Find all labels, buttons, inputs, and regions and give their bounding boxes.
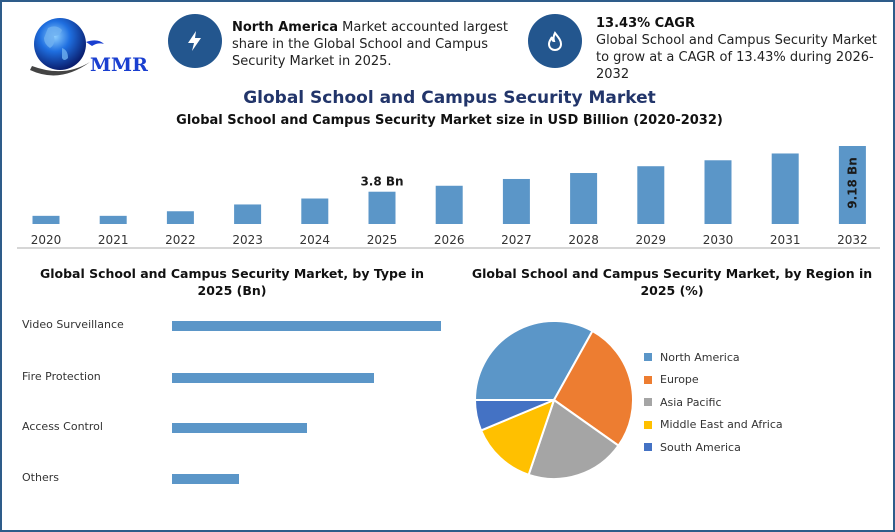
region-pie-chart <box>473 320 634 480</box>
bar-2028 <box>570 173 598 224</box>
legend-label: Europe <box>660 373 699 387</box>
bar-2029 <box>637 166 665 224</box>
market-size-bar-chart: 2020 2021 2022 2023 2024 2025 3.8 Bn 2026 2027 20… <box>17 146 880 249</box>
type-label: Others <box>22 471 59 484</box>
x-tick-label: 2026 <box>434 233 465 247</box>
data-label: 3.8 Bn <box>360 175 403 189</box>
bar-2026 <box>435 185 463 224</box>
bar-2027 <box>502 178 530 224</box>
x-tick-label: 2025 <box>367 233 398 247</box>
main-title: Global School and Campus Security Market <box>243 88 656 108</box>
pie-slice-middle-east-and-africa <box>479 398 556 477</box>
bar-2023 <box>234 204 262 224</box>
x-tick-label: 2031 <box>770 233 801 247</box>
x-tick-label: 2024 <box>300 233 331 247</box>
type-bar-access-control <box>172 423 307 433</box>
callout-bold: 13.43% CAGR <box>596 16 695 31</box>
x-tick-label: 2022 <box>165 233 196 247</box>
bar-2022 <box>166 211 194 224</box>
type-chart-title: Global School and Campus Security Market… <box>39 266 425 298</box>
pie-slice-north-america <box>473 320 594 401</box>
region-chart-title: Global School and Campus Security Market… <box>471 266 873 298</box>
bar-2021 <box>99 215 127 224</box>
legend-item: South America <box>644 436 783 459</box>
flame-drop-icon <box>528 14 582 68</box>
x-tick-label: 2021 <box>98 233 129 247</box>
type-label: Access Control <box>22 420 103 433</box>
logo-text: MMR <box>90 54 148 76</box>
legend-swatch <box>644 443 652 452</box>
bar-2025 <box>368 191 396 224</box>
legend-label: North America <box>660 350 740 364</box>
x-tick-label: 2032 <box>837 233 868 247</box>
x-tick-label: 2028 <box>568 233 599 247</box>
pie-slice-south-america <box>473 399 555 432</box>
data-label: 9.18 Bn <box>845 157 859 208</box>
type-label: Video Surveillance <box>22 318 124 331</box>
bar-2032 <box>838 146 866 224</box>
type-bar-fire-protection <box>172 373 374 383</box>
callout-north-america: North America Market accounted largest s… <box>232 19 522 70</box>
lightning-icon <box>168 14 222 68</box>
bar-2031 <box>771 153 799 224</box>
bar-2030 <box>704 160 732 224</box>
callout-text: Market accounted largest share in the Gl… <box>232 20 508 69</box>
type-bar-video-surveillance <box>172 321 441 331</box>
x-tick-label: 2020 <box>31 233 62 247</box>
legend-swatch <box>644 398 652 407</box>
type-label: Fire Protection <box>22 370 101 383</box>
legend-item: Europe <box>644 369 783 392</box>
pie-slice-europe <box>552 329 634 448</box>
legend-swatch <box>644 420 652 429</box>
legend-swatch <box>644 375 652 384</box>
legend-item: North America <box>644 346 783 369</box>
callout-bold: North America <box>232 20 338 35</box>
bar-2024 <box>301 198 329 224</box>
legend-item: Asia Pacific <box>644 391 783 414</box>
pie-slice-asia-pacific <box>527 398 620 480</box>
callout-text: Global School and Campus Security Market… <box>596 33 877 82</box>
x-tick-label: 2023 <box>232 233 263 247</box>
legend-label: Middle East and Africa <box>660 418 783 432</box>
x-tick-label: 2030 <box>703 233 734 247</box>
legend-item: Middle East and Africa <box>644 414 783 437</box>
bar-2020 <box>32 215 60 224</box>
legend-label: Asia Pacific <box>660 395 722 409</box>
legend-label: South America <box>660 440 741 454</box>
type-bar-others <box>172 474 240 484</box>
legend-swatch <box>644 353 652 362</box>
pie-legend: North America Europe Asia Pacific Middle Ea… <box>644 346 783 459</box>
x-tick-label: 2029 <box>636 233 667 247</box>
callout-cagr: 13.43% CAGR Global School and Campus Sec… <box>596 15 886 83</box>
globe-icon <box>30 18 104 76</box>
mmr-logo: MMR <box>28 12 148 82</box>
x-tick-label: 2027 <box>501 233 532 247</box>
chart-subtitle: Global School and Campus Security Market… <box>176 113 723 128</box>
